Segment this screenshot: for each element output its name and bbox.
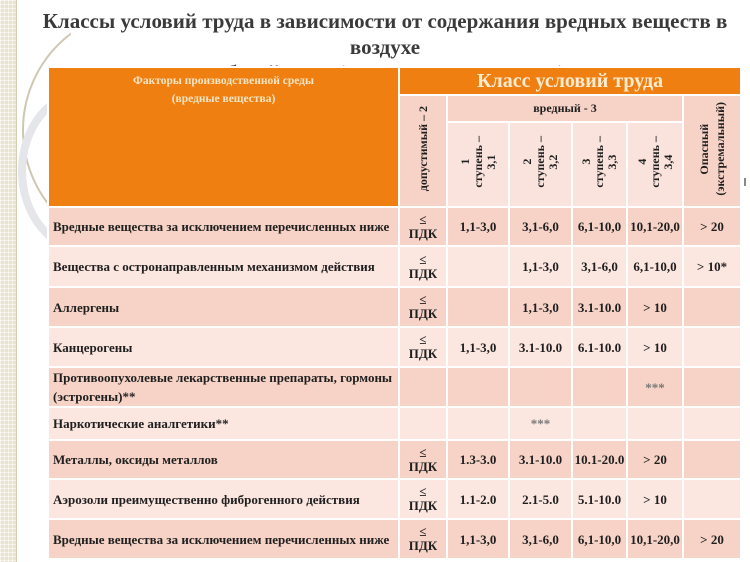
value-cell xyxy=(681,478,743,520)
title-line-1: Классы условий труда в зависимости от со… xyxy=(42,9,728,59)
value-cell xyxy=(681,286,743,328)
allowed-cell: ≤ ПДК xyxy=(398,326,448,368)
table-row: Вещества с остронаправленным механизмом … xyxy=(47,245,743,288)
value-cell: > 20 xyxy=(681,206,743,247)
header-factors-line1: Факторы производственной среды xyxy=(133,75,314,87)
value-cell: 6.1-10.0 xyxy=(571,326,628,368)
value-cell xyxy=(571,406,628,441)
value-cell xyxy=(681,366,743,408)
factor-cell: Аллергены xyxy=(47,286,400,328)
value-cell: 3.1-10.0 xyxy=(508,326,573,368)
factor-cell: Аэрозоли преимущественно фиброгенного де… xyxy=(47,478,400,520)
value-cell: 1,1-3,0 xyxy=(446,206,510,247)
table-row: Наркотические аналгетики** *** xyxy=(47,406,743,441)
value-cell: 1.3-3.0 xyxy=(446,439,510,480)
value-cell xyxy=(681,326,743,368)
factor-cell: Противоопухолевые лекарственные препарат… xyxy=(47,366,400,408)
value-cell: 2.1-5.0 xyxy=(508,478,573,520)
factor-cell: Вредные вещества за исключением перечисл… xyxy=(47,206,400,247)
allowed-cell: ≤ ПДК xyxy=(398,518,448,560)
value-cell xyxy=(446,366,510,408)
header-class-title: Класс условий труда xyxy=(397,66,743,96)
value-cell: 6,1-10,0 xyxy=(571,518,628,560)
value-cell: 10,1-20,0 xyxy=(626,518,684,560)
value-cell: *** xyxy=(626,366,684,408)
value-cell: > 10* xyxy=(681,245,743,288)
allowed-cell xyxy=(398,406,448,441)
header-allowed: допустимый – 2 xyxy=(398,94,448,208)
value-cell: 6,1-10,0 xyxy=(571,206,628,247)
value-cell: 3.1-10.0 xyxy=(508,439,573,480)
value-cell xyxy=(626,406,684,441)
value-cell: > 10 xyxy=(626,286,684,328)
decorative-side-panel xyxy=(0,0,17,562)
allowed-cell: ≤ ПДК xyxy=(398,206,448,247)
value-cell: 1,1-3,0 xyxy=(508,286,573,328)
value-cell: 3,1-6,0 xyxy=(508,518,573,560)
value-cell: > 10 xyxy=(626,478,684,520)
header-dangerous-label: Опасный (экстремальный) xyxy=(697,102,728,196)
factor-cell: Вещества с остронаправленным механизмом … xyxy=(47,245,400,288)
allowed-cell: ≤ ПДК xyxy=(398,478,448,520)
table-row: Вредные вещества за исключением перечисл… xyxy=(47,518,743,560)
value-cell: 3,1-6,0 xyxy=(508,206,573,247)
header-dangerous: Опасный (экстремальный) xyxy=(681,94,743,208)
value-cell xyxy=(446,286,510,328)
allowed-cell: ≤ ПДК xyxy=(398,439,448,480)
allowed-cell: ≤ ПДК xyxy=(398,245,448,288)
value-cell: 6,1-10,0 xyxy=(626,245,684,288)
header-factors: Факторы производственной среды (вредные … xyxy=(47,66,400,208)
factor-cell: Вредные вещества за исключением перечисл… xyxy=(47,518,400,560)
value-cell: 3,1-6,0 xyxy=(571,245,628,288)
allowed-cell: ≤ ПДК xyxy=(398,286,448,328)
value-cell xyxy=(508,366,573,408)
header-factors-line2: (вредные вещества) xyxy=(171,93,276,105)
factor-cell: Канцерогены xyxy=(47,326,400,368)
table-row: Металлы, оксиды металлов ≤ ПДК 1.3-3.0 3.… xyxy=(47,439,743,480)
header-degree-2: 2 ступень –3,2 xyxy=(508,121,573,208)
value-cell: 10.1-20.0 xyxy=(571,439,628,480)
table-row: Аэрозоли преимущественно фиброгенного де… xyxy=(47,478,743,520)
allowed-cell xyxy=(398,366,448,408)
value-cell xyxy=(446,245,510,288)
table-row: Аллергены ≤ ПДК 1,1-3,0 3.1-10.0 > 10 xyxy=(47,286,743,328)
value-cell: > 20 xyxy=(626,439,684,480)
table-row: Канцерогены ≤ ПДК 1,1-3,0 3.1-10.0 6.1-10… xyxy=(47,326,743,368)
header-degree-1: 1 ступень –3,1 xyxy=(446,121,510,208)
factor-cell: Металлы, оксиды металлов xyxy=(47,439,400,480)
header-allowed-label: допустимый – 2 xyxy=(415,106,430,192)
working-conditions-table: Факторы производственной среды (вредные … xyxy=(47,66,743,560)
value-cell xyxy=(446,406,510,441)
value-cell xyxy=(571,366,628,408)
table-row: Вредные вещества за исключением перечисл… xyxy=(47,206,743,247)
table-row: Противоопухолевые лекарственные препарат… xyxy=(47,366,743,408)
value-cell: 10,1-20,0 xyxy=(626,206,684,247)
header-degree-3: 3 ступень –3,3 xyxy=(571,121,628,208)
value-cell: *** xyxy=(508,406,573,441)
value-cell: > 20 xyxy=(681,518,743,560)
value-cell xyxy=(681,439,743,480)
value-cell: 5.1-10.0 xyxy=(571,478,628,520)
decorative-tick xyxy=(744,178,746,186)
header-degree-4: 4 ступень –3,4 xyxy=(626,121,684,208)
header-harmful: вредный - 3 xyxy=(446,94,684,123)
value-cell: 1,1-3,0 xyxy=(446,326,510,368)
value-cell: > 10 xyxy=(626,326,684,368)
factor-cell: Наркотические аналгетики** xyxy=(47,406,400,441)
value-cell: 1,1-3,0 xyxy=(446,518,510,560)
value-cell xyxy=(681,406,743,441)
value-cell: 1,1-3,0 xyxy=(508,245,573,288)
value-cell: 3.1-10.0 xyxy=(571,286,628,328)
value-cell: 1.1-2.0 xyxy=(446,478,510,520)
